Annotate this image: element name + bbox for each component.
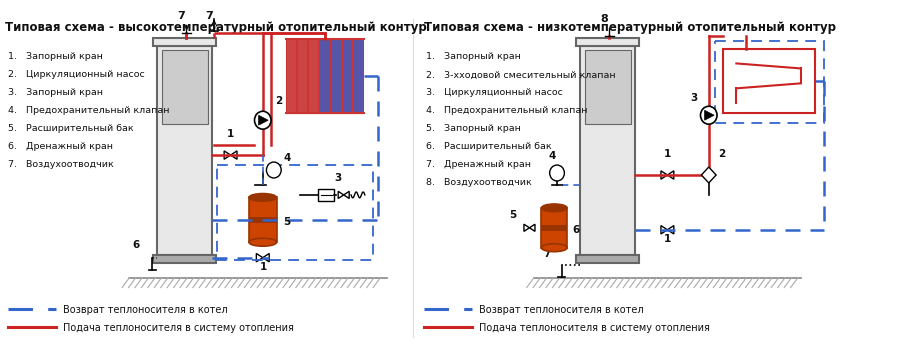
Text: 5.   Расширительный бак: 5. Расширительный бак xyxy=(8,124,134,133)
Text: Возврат теплоносителя в котел: Возврат теплоносителя в котел xyxy=(63,305,228,315)
Bar xyxy=(542,208,567,248)
Ellipse shape xyxy=(249,238,276,246)
Polygon shape xyxy=(230,151,237,159)
Bar xyxy=(153,255,216,263)
Text: 4: 4 xyxy=(283,153,291,163)
Ellipse shape xyxy=(542,204,567,212)
Bar xyxy=(286,39,296,113)
Polygon shape xyxy=(668,171,674,179)
Text: 2.   Циркуляционный насос: 2. Циркуляционный насос xyxy=(8,70,145,79)
Polygon shape xyxy=(661,226,668,234)
Text: 2: 2 xyxy=(718,149,725,159)
Text: Типовая схема - низкотемпературный отопительный контур: Типовая схема - низкотемпературный отопи… xyxy=(424,20,836,34)
Bar xyxy=(585,51,631,124)
Text: Типовая схема - высокотемпературный отопительный контур: Типовая схема - высокотемпературный отоп… xyxy=(5,20,427,34)
Polygon shape xyxy=(701,167,716,183)
Text: 3: 3 xyxy=(690,93,698,103)
Text: 8.   Воздухоотводчик: 8. Воздухоотводчик xyxy=(426,178,531,187)
Bar xyxy=(320,39,329,113)
Text: 5.   Запорный кран: 5. Запорный кран xyxy=(426,124,520,133)
Text: 8: 8 xyxy=(600,14,608,24)
Text: 4.   Предохранительный клапан: 4. Предохранительный клапан xyxy=(426,106,587,115)
Text: 6.   Дренажный кран: 6. Дренажный кран xyxy=(8,142,113,151)
Bar xyxy=(723,49,814,113)
Text: 7.   Дренажный кран: 7. Дренажный кран xyxy=(426,160,530,169)
Text: 5: 5 xyxy=(283,217,291,227)
Text: 1: 1 xyxy=(663,234,671,244)
Polygon shape xyxy=(668,226,674,234)
Text: Подача теплоносителя в систему отопления: Подача теплоносителя в систему отопления xyxy=(63,323,294,333)
Polygon shape xyxy=(258,115,268,125)
Ellipse shape xyxy=(542,244,567,252)
Text: 2: 2 xyxy=(274,96,282,106)
Text: 3.   Циркуляционный насос: 3. Циркуляционный насос xyxy=(426,88,562,98)
Text: 6.   Расширительный бак: 6. Расширительный бак xyxy=(426,142,551,151)
Text: 1: 1 xyxy=(227,129,234,139)
Text: 7: 7 xyxy=(544,249,551,259)
Bar xyxy=(162,51,208,124)
Bar xyxy=(342,39,352,113)
Polygon shape xyxy=(524,224,529,231)
Text: Возврат теплоносителя в котел: Возврат теплоносителя в котел xyxy=(479,305,644,315)
Polygon shape xyxy=(661,171,668,179)
Polygon shape xyxy=(344,191,349,198)
Bar xyxy=(297,39,307,113)
Text: 1.   Запорный кран: 1. Запорный кран xyxy=(8,52,103,61)
Bar xyxy=(249,197,276,242)
Polygon shape xyxy=(529,224,535,231)
Text: 4.   Предохранительный клапан: 4. Предохранительный клапан xyxy=(8,106,169,115)
Polygon shape xyxy=(263,253,269,262)
Text: 2.   3-хходовой смесительный клапан: 2. 3-хходовой смесительный клапан xyxy=(426,70,616,79)
Polygon shape xyxy=(705,110,714,120)
Polygon shape xyxy=(224,151,230,159)
Circle shape xyxy=(266,162,281,178)
Polygon shape xyxy=(338,191,344,198)
Text: 7.   Воздухоотводчик: 7. Воздухоотводчик xyxy=(8,160,113,169)
Bar xyxy=(157,45,212,255)
Text: 3.   Запорный кран: 3. Запорный кран xyxy=(8,88,104,98)
Bar xyxy=(217,165,374,260)
Bar xyxy=(542,225,567,231)
Bar xyxy=(576,255,639,263)
Text: Подача теплоносителя в систему отопления: Подача теплоносителя в систему отопления xyxy=(479,323,710,333)
Text: 1: 1 xyxy=(260,262,267,272)
Bar xyxy=(576,37,639,45)
Text: 1.   Запорный кран: 1. Запорный кран xyxy=(426,52,520,61)
Text: 6: 6 xyxy=(572,225,580,235)
Bar xyxy=(249,217,276,223)
Text: 3: 3 xyxy=(335,173,342,183)
Bar xyxy=(153,37,216,45)
Text: 4: 4 xyxy=(549,151,556,161)
Circle shape xyxy=(550,165,564,181)
Text: 6: 6 xyxy=(132,240,140,250)
Bar xyxy=(580,45,635,255)
Polygon shape xyxy=(256,253,263,262)
Bar xyxy=(318,189,335,201)
Text: 1: 1 xyxy=(663,149,671,159)
Text: 5: 5 xyxy=(509,210,517,220)
Ellipse shape xyxy=(249,193,276,201)
Text: 7: 7 xyxy=(205,11,213,20)
Bar xyxy=(353,39,363,113)
Circle shape xyxy=(700,106,717,124)
Bar xyxy=(716,41,824,123)
Bar xyxy=(308,39,319,113)
Bar xyxy=(330,39,341,113)
Circle shape xyxy=(255,111,271,129)
Text: 7: 7 xyxy=(177,11,184,20)
